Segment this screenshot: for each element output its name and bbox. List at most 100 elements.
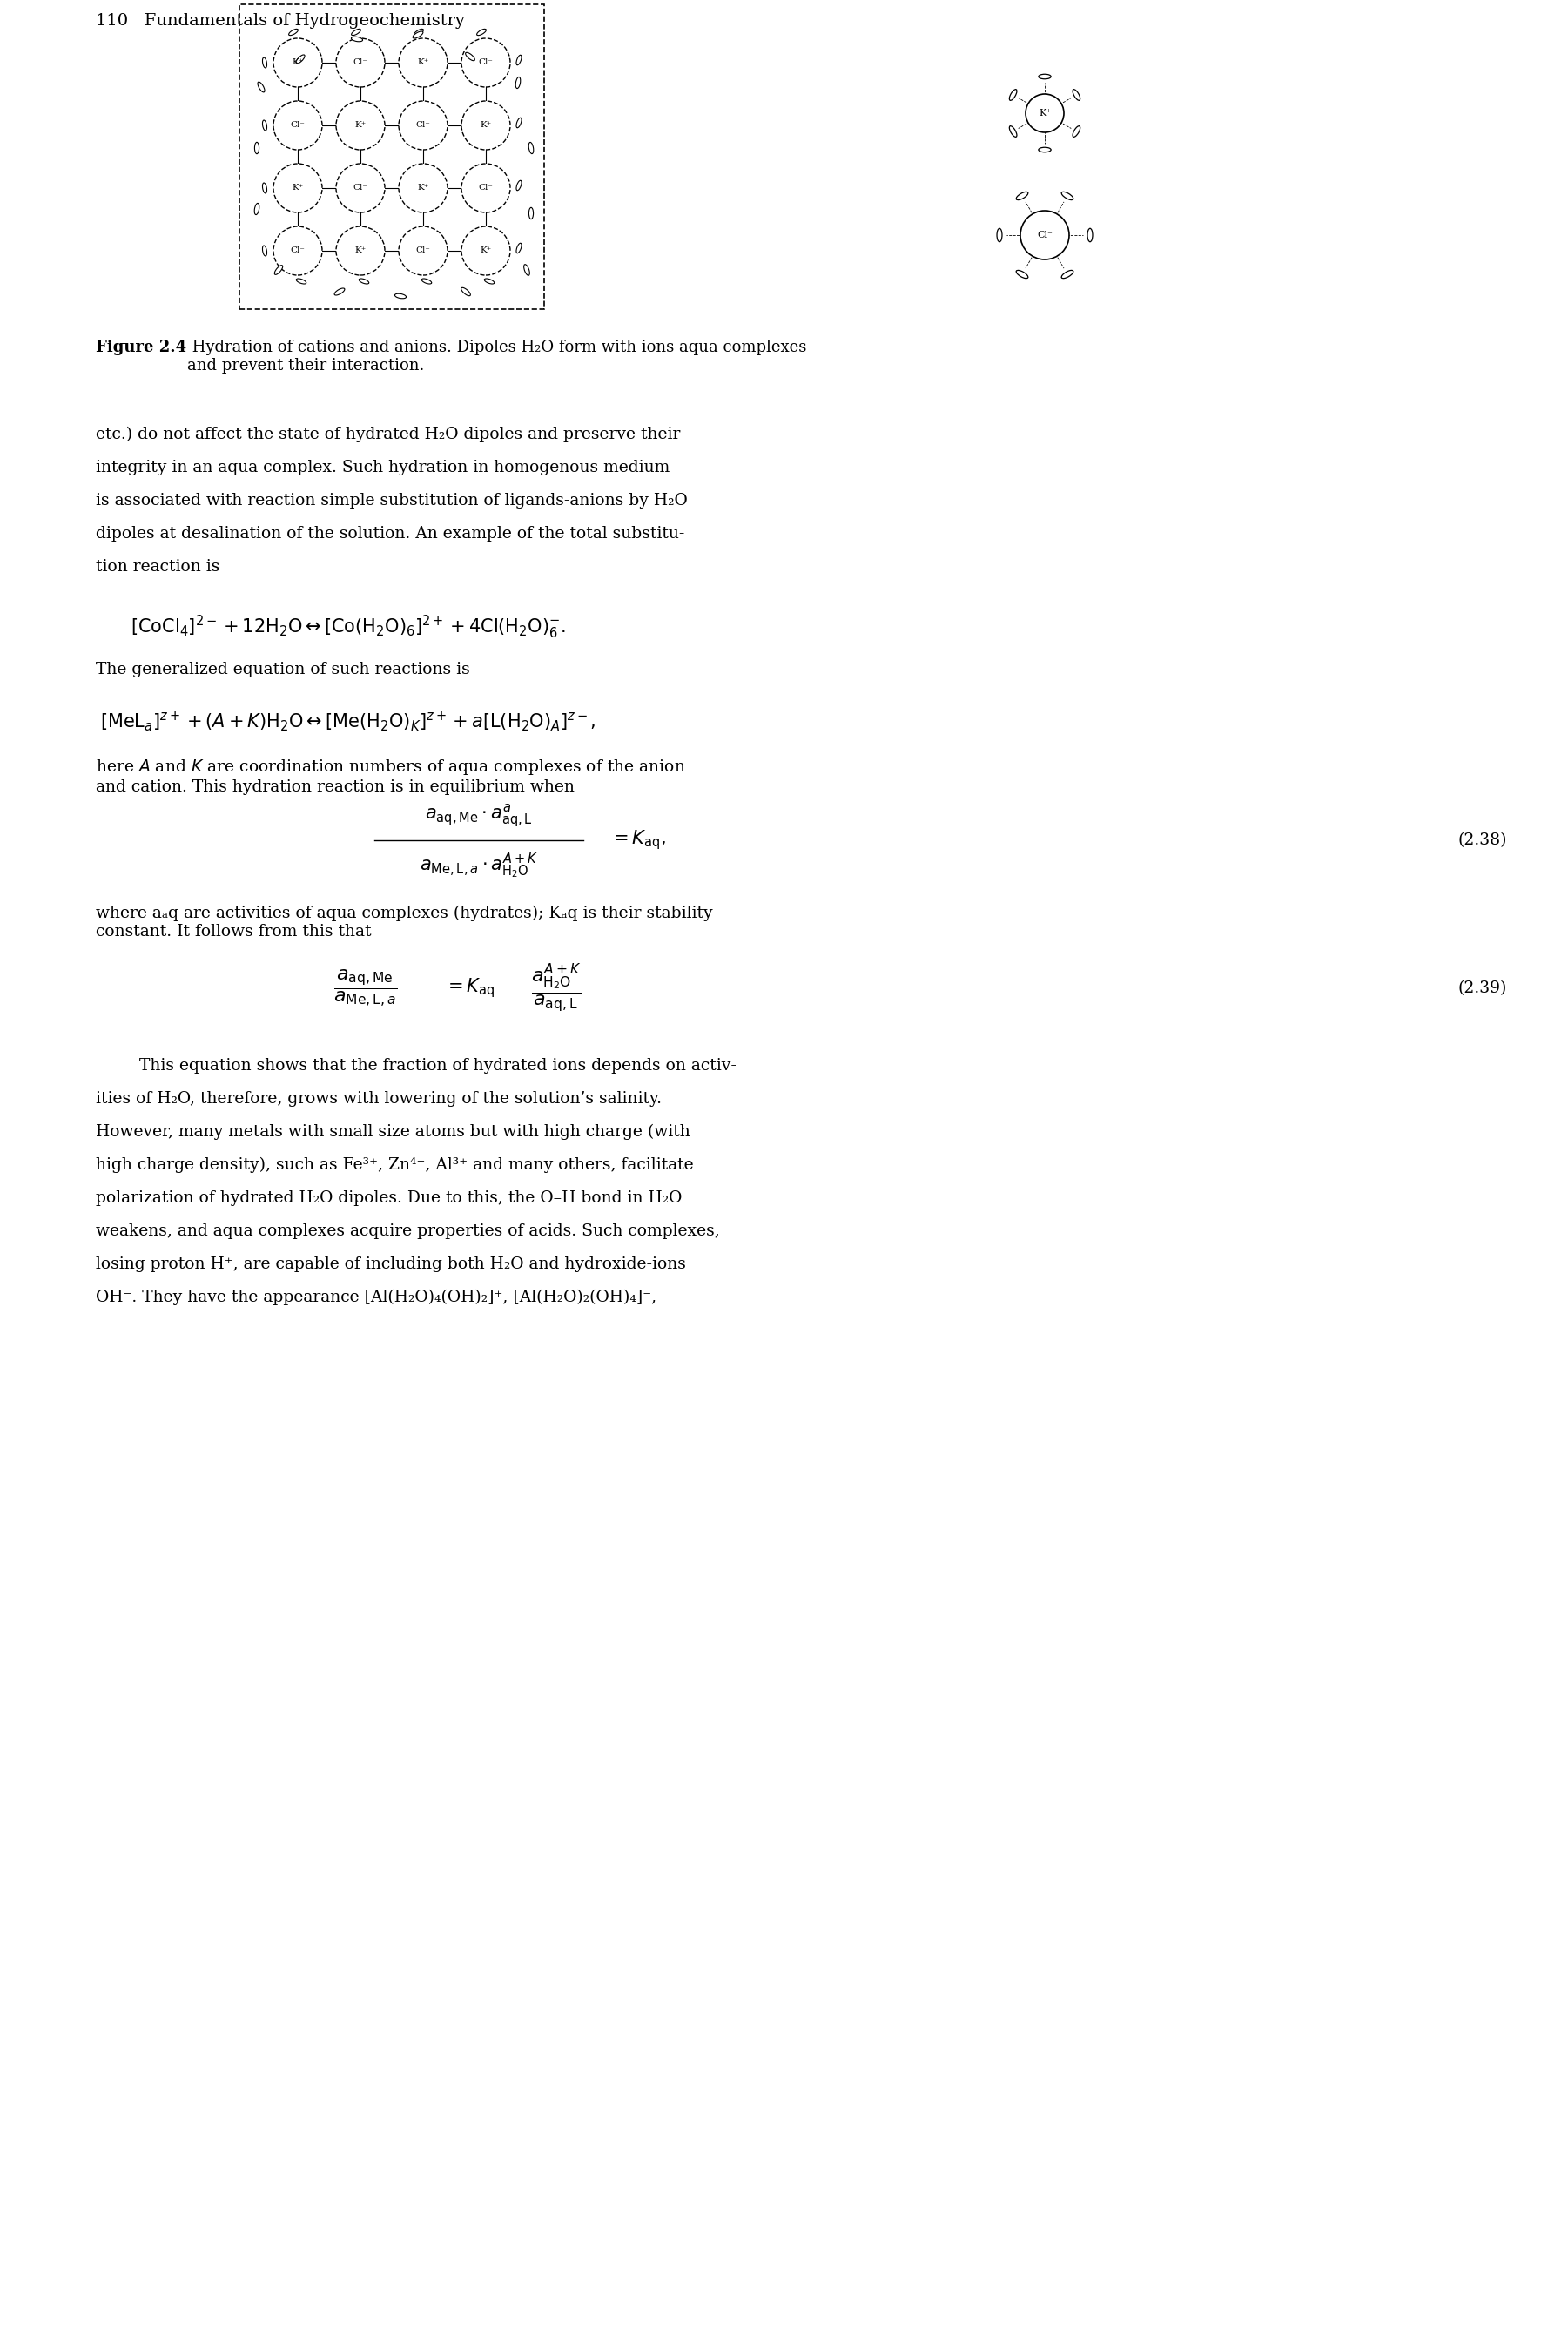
Ellipse shape: [477, 28, 486, 35]
Ellipse shape: [412, 31, 423, 38]
Text: $\dfrac{a^{A+K}_{\mathrm{H_2O}}}{a_{\mathrm{aq,L}}}$: $\dfrac{a^{A+K}_{\mathrm{H_2O}}}{a_{\mat…: [532, 962, 582, 1013]
Ellipse shape: [1016, 193, 1029, 200]
Ellipse shape: [1062, 193, 1074, 200]
Ellipse shape: [516, 54, 522, 66]
Ellipse shape: [262, 56, 267, 68]
Ellipse shape: [1062, 270, 1074, 277]
Text: Figure 2.4: Figure 2.4: [96, 339, 187, 355]
Text: Hydration of cations and anions. Dipoles H₂O form with ions aqua complexes
and p: Hydration of cations and anions. Dipoles…: [187, 339, 806, 374]
Text: The generalized equation of such reactions is: The generalized equation of such reactio…: [96, 661, 470, 677]
Text: However, many metals with small size atoms but with high charge (with: However, many metals with small size ato…: [96, 1124, 690, 1140]
Ellipse shape: [296, 280, 306, 284]
Ellipse shape: [274, 266, 282, 275]
Circle shape: [461, 165, 510, 212]
Text: K⁺: K⁺: [354, 247, 367, 254]
Ellipse shape: [516, 242, 522, 254]
Circle shape: [273, 226, 321, 275]
Text: is associated with reaction simple substitution of ligands-anions by H₂O: is associated with reaction simple subst…: [96, 494, 688, 508]
Ellipse shape: [351, 28, 361, 35]
Text: here $A$ and $K$ are coordination numbers of aqua complexes of the anion
and cat: here $A$ and $K$ are coordination number…: [96, 757, 685, 795]
Circle shape: [398, 165, 447, 212]
Text: $= K_{\mathrm{aq}},$: $= K_{\mathrm{aq}},$: [610, 828, 666, 851]
Ellipse shape: [334, 289, 345, 296]
Text: K⁺: K⁺: [1038, 108, 1051, 118]
Text: weakens, and aqua complexes acquire properties of acids. Such complexes,: weakens, and aqua complexes acquire prop…: [96, 1223, 720, 1239]
Ellipse shape: [1038, 148, 1051, 153]
Ellipse shape: [997, 228, 1002, 242]
Ellipse shape: [262, 120, 267, 132]
Circle shape: [461, 38, 510, 87]
Text: K⁺: K⁺: [480, 122, 492, 129]
Text: K⁺: K⁺: [354, 122, 367, 129]
Ellipse shape: [351, 38, 362, 42]
Text: Cl⁻: Cl⁻: [1036, 230, 1052, 240]
Text: K⁺: K⁺: [417, 183, 430, 193]
Ellipse shape: [262, 183, 267, 193]
Circle shape: [336, 226, 384, 275]
Circle shape: [461, 226, 510, 275]
Circle shape: [461, 101, 510, 150]
Circle shape: [336, 38, 384, 87]
Ellipse shape: [296, 54, 304, 63]
Text: Cl⁻: Cl⁻: [416, 122, 431, 129]
Ellipse shape: [1038, 75, 1051, 80]
Text: Cl⁻: Cl⁻: [416, 247, 431, 254]
Circle shape: [273, 38, 321, 87]
Ellipse shape: [262, 245, 267, 256]
Bar: [240, 5, 544, 308]
Text: Cl⁻: Cl⁻: [353, 59, 368, 66]
Ellipse shape: [528, 207, 533, 219]
Text: 110   Fundamentals of Hydrogeochemistry: 110 Fundamentals of Hydrogeochemistry: [96, 14, 464, 28]
Text: K⁺: K⁺: [292, 59, 304, 66]
Text: etc.) do not affect the state of hydrated H₂O dipoles and preserve their: etc.) do not affect the state of hydrate…: [96, 426, 681, 442]
Text: K⁺: K⁺: [417, 59, 430, 66]
Ellipse shape: [1010, 89, 1016, 101]
Text: K⁺: K⁺: [480, 247, 492, 254]
Ellipse shape: [359, 280, 368, 284]
Ellipse shape: [257, 82, 265, 92]
Ellipse shape: [414, 28, 423, 35]
Text: $\dfrac{a_{\mathrm{aq,Me}}}{a_{\mathrm{Me,L},a}}$: $\dfrac{a_{\mathrm{aq,Me}}}{a_{\mathrm{M…: [334, 969, 398, 1009]
Text: (2.38): (2.38): [1458, 832, 1507, 849]
Circle shape: [398, 38, 447, 87]
Ellipse shape: [516, 181, 522, 190]
Text: ities of H₂O, therefore, grows with lowering of the solution’s salinity.: ities of H₂O, therefore, grows with lowe…: [96, 1091, 662, 1107]
Text: (2.39): (2.39): [1458, 980, 1507, 997]
Circle shape: [1021, 212, 1069, 259]
Text: dipoles at desalination of the solution. An example of the total substitu-: dipoles at desalination of the solution.…: [96, 527, 685, 541]
Circle shape: [398, 226, 447, 275]
Circle shape: [336, 101, 384, 150]
Ellipse shape: [1010, 127, 1016, 136]
Text: integrity in an aqua complex. Such hydration in homogenous medium: integrity in an aqua complex. Such hydra…: [96, 461, 670, 475]
Ellipse shape: [254, 141, 259, 153]
Ellipse shape: [524, 263, 530, 275]
Ellipse shape: [516, 78, 521, 89]
Ellipse shape: [485, 280, 494, 284]
Ellipse shape: [289, 28, 298, 35]
Text: OH⁻. They have the appearance [Al(H₂O)₄(OH)₂]⁺, [Al(H₂O)₂(OH)₄]⁻,: OH⁻. They have the appearance [Al(H₂O)₄(…: [96, 1291, 657, 1305]
Text: $a_{\mathrm{aq,Me}} \cdot a^a_{\mathrm{aq,L}}$: $a_{\mathrm{aq,Me}} \cdot a^a_{\mathrm{a…: [425, 802, 533, 830]
Ellipse shape: [1088, 228, 1093, 242]
Text: losing proton H⁺, are capable of including both H₂O and hydroxide-ions: losing proton H⁺, are capable of includi…: [96, 1255, 685, 1272]
Circle shape: [273, 101, 321, 150]
Ellipse shape: [516, 118, 522, 127]
Text: $a_{\mathrm{Me,L},a} \cdot a^{A+K}_{\mathrm{H_2O}}$: $a_{\mathrm{Me,L},a} \cdot a^{A+K}_{\mat…: [420, 851, 538, 879]
Text: $= K_{\mathrm{aq}}$: $= K_{\mathrm{aq}}$: [444, 976, 494, 999]
Ellipse shape: [254, 202, 259, 214]
Text: $[\mathrm{CoCl_4}]^{2-} + 12\mathrm{H_2O} \leftrightarrow [\mathrm{Co(H_2O)_6}]^: $[\mathrm{CoCl_4}]^{2-} + 12\mathrm{H_2O…: [130, 614, 566, 642]
Ellipse shape: [1016, 270, 1029, 277]
Text: high charge density), such as Fe³⁺, Zn⁴⁺, Al³⁺ and many others, facilitate: high charge density), such as Fe³⁺, Zn⁴⁺…: [96, 1157, 693, 1173]
Text: Cl⁻: Cl⁻: [353, 183, 368, 193]
Ellipse shape: [528, 143, 533, 153]
Text: polarization of hydrated H₂O dipoles. Due to this, the O–H bond in H₂O: polarization of hydrated H₂O dipoles. Du…: [96, 1190, 682, 1206]
Circle shape: [336, 165, 384, 212]
Ellipse shape: [1073, 89, 1080, 101]
Text: Cl⁻: Cl⁻: [478, 59, 494, 66]
Text: Cl⁻: Cl⁻: [478, 183, 494, 193]
Text: $[\mathrm{MeL}_a]^{z+} + (A+K)\mathrm{H_2O} \leftrightarrow [\mathrm{Me(H_2O)}_K: $[\mathrm{MeL}_a]^{z+} + (A+K)\mathrm{H_…: [100, 710, 596, 734]
Text: tion reaction is: tion reaction is: [96, 560, 220, 574]
Text: where aₐq are activities of aqua complexes (hydrates); Kₐq is their stability
co: where aₐq are activities of aqua complex…: [96, 905, 713, 940]
Text: K⁺: K⁺: [292, 183, 304, 193]
Text: This equation shows that the fraction of hydrated ions depends on activ-: This equation shows that the fraction of…: [140, 1058, 737, 1074]
Circle shape: [273, 165, 321, 212]
